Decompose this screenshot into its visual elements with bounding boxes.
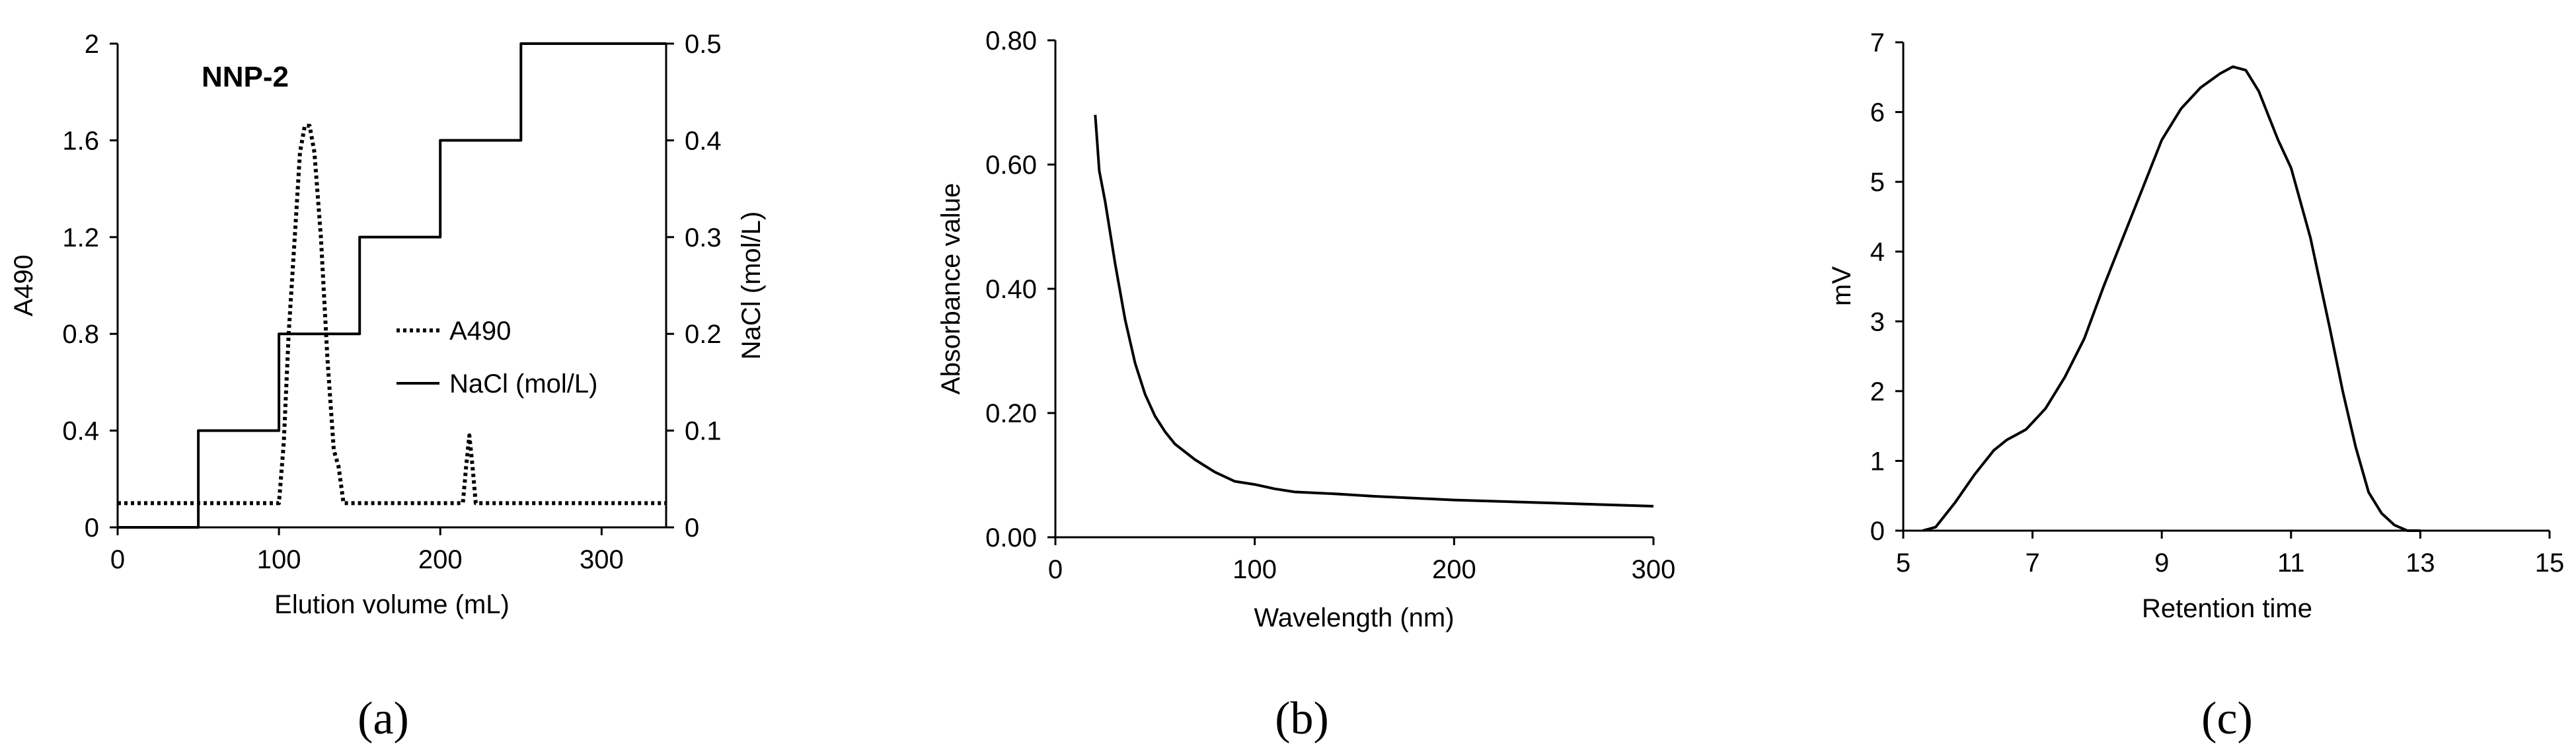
panel-b-y-axis-title: Absorbance value xyxy=(936,183,966,395)
panel-b-y-tick-label: 0.20 xyxy=(985,399,1037,428)
panel-b-x-tick-label: 0 xyxy=(1048,555,1063,584)
panel-c-label: (c) xyxy=(2201,693,2253,744)
panel-b-x-tick-label: 200 xyxy=(1432,555,1476,584)
panel-c-y-tick-label: 5 xyxy=(1870,168,1885,197)
panel-a-y-tick-label: 0.8 xyxy=(62,320,99,349)
panel-c-x-tick-label: 9 xyxy=(2154,548,2169,578)
panel-a-x-axis-title: Elution volume (mL) xyxy=(274,590,510,619)
panel-b-x-axis-title: Wavelength (nm) xyxy=(1254,603,1454,632)
panel-c-x-tick-label: 11 xyxy=(2277,548,2305,578)
legend-a490-label: A490 xyxy=(449,317,511,346)
panel-a-x-tick-label: 300 xyxy=(580,545,624,574)
panel-b-ticks: 0 100 200 300 0.00 0.20 0.40 0.60 0.80 xyxy=(985,26,1675,584)
panel-c-series-signal xyxy=(1922,65,2421,532)
panel-c-axes xyxy=(1902,42,2550,532)
panel-c-y-tick-label: 6 xyxy=(1870,98,1885,128)
panel-a-axes xyxy=(116,44,667,529)
panel-a-y2-axis-title: NaCl (mol/L) xyxy=(737,211,766,359)
panel-a-legend: A490 NaCl (mol/L) xyxy=(397,317,597,398)
panel-a-y-tick-label: 1.6 xyxy=(62,126,99,155)
panel-a-annotation: NNP-2 xyxy=(202,61,289,93)
panel-a-y2-tick-label: 0.5 xyxy=(685,30,722,59)
panel-c-x-tick-label: 5 xyxy=(1896,548,1911,578)
panel-c-x-tick-label: 13 xyxy=(2406,548,2435,578)
panel-b-y-tick-label: 0.60 xyxy=(985,151,1037,180)
panel-c-y-tick-label: 3 xyxy=(1870,307,1885,336)
panel-b-x-tick-label: 300 xyxy=(1632,555,1676,584)
panel-b-x-tick-label: 100 xyxy=(1232,555,1277,584)
panel-a-x-tick-label: 100 xyxy=(257,545,301,574)
panel-a-y2-tick-label: 0.2 xyxy=(685,320,722,349)
panel-c-y-tick-label: 1 xyxy=(1870,447,1885,476)
panel-c-y-tick-label: 0 xyxy=(1870,517,1885,546)
panel-c-ticks: 5 7 9 11 13 15 0 1 2 3 4 5 6 7 xyxy=(1870,28,2565,578)
panel-a-y2-tick-label: 0 xyxy=(685,513,699,543)
panel-b-axes xyxy=(1054,40,1653,539)
panel-a-x-tick-label: 0 xyxy=(110,545,125,574)
panel-a-y2-tick-label: 0.4 xyxy=(685,126,722,155)
panel-a-y2-tick-label: 0.1 xyxy=(685,417,722,446)
panel-c-y-tick-label: 2 xyxy=(1870,377,1885,406)
panel-a-series xyxy=(118,42,666,529)
panel-a-y-axis-title: A490 xyxy=(9,254,38,316)
panel-c-x-tick-label: 7 xyxy=(2025,548,2039,578)
panel-b-series-absorbance xyxy=(1094,114,1654,508)
panel-a-y-tick-label: 2 xyxy=(85,30,99,59)
panel-a-y-tick-label: 1.2 xyxy=(62,223,99,252)
panel-a: 0 100 200 300 0 0.4 0.8 1.2 1.6 2 0 0.1 0.2 0.3 0.4 0.5… xyxy=(9,30,766,744)
panel-a-x-tick-label: 200 xyxy=(418,545,463,574)
panel-c: 5 7 9 11 13 15 0 1 2 3 4 5 6 7 Retention time mV (c) xyxy=(1827,28,2564,744)
panel-a-series-a490 xyxy=(118,124,666,506)
panel-b-y-tick-label: 0.00 xyxy=(985,523,1037,552)
panel-b-y-tick-label: 0.80 xyxy=(985,26,1037,56)
panel-a-label: (a) xyxy=(358,693,409,744)
panel-a-y2-tick-label: 0.3 xyxy=(685,223,722,252)
panel-c-y-axis-title: mV xyxy=(1827,266,1856,306)
panel-b: 0 100 200 300 0.00 0.20 0.40 0.60 0.80 Wavelengt… xyxy=(936,26,1675,744)
panel-b-y-tick-label: 0.40 xyxy=(985,275,1037,304)
panel-a-series-nacl-mol-l xyxy=(118,42,666,529)
panel-a-y-tick-label: 0 xyxy=(85,513,99,543)
panel-c-x-tick-label: 15 xyxy=(2535,548,2565,578)
panel-c-x-axis-title: Retention time xyxy=(2142,594,2312,623)
panel-a-y-tick-label: 0.4 xyxy=(62,417,99,446)
panel-a-ticks: 0 100 200 300 0 0.4 0.8 1.2 1.6 2 0 0.1 0.2 0.3 0.4 0.5 xyxy=(62,30,721,574)
panel-c-y-tick-label: 4 xyxy=(1870,238,1885,267)
panel-b-label: (b) xyxy=(1275,693,1329,744)
panel-c-y-tick-label: 7 xyxy=(1870,28,1885,57)
panel-c-series xyxy=(1922,65,2421,532)
legend-nacl-label: NaCl (mol/L) xyxy=(449,369,597,398)
panel-b-series xyxy=(1094,114,1654,508)
